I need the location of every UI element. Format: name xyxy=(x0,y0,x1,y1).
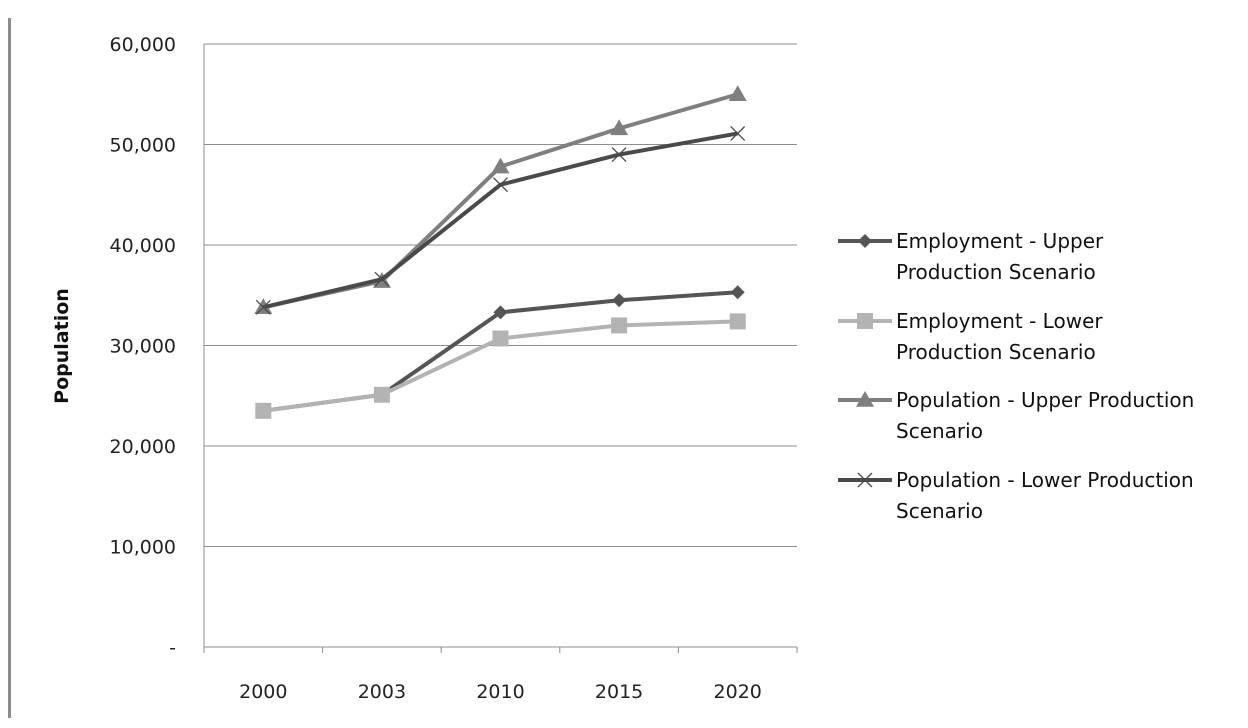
diamond-marker xyxy=(730,285,745,300)
x-marker xyxy=(857,472,873,488)
x-tick-label: 2003 xyxy=(358,681,406,703)
x-marker xyxy=(493,177,508,193)
x-marker-stroke xyxy=(255,299,271,315)
legend-label: Production Scenario xyxy=(896,260,1096,284)
y-tick-label: 10,000 xyxy=(110,537,176,559)
y-tick-labels: - 10,000 20,000 30,000 40,000 50,000 60,000 xyxy=(110,34,176,659)
axes xyxy=(203,44,798,653)
legend-label: Production Scenario xyxy=(896,340,1096,364)
legend-label: Scenario xyxy=(896,499,983,523)
x-marker-stroke xyxy=(730,125,746,141)
x-tick-label: 2000 xyxy=(239,681,287,703)
legend-item: Employment - Lower Production Scenario xyxy=(838,309,1103,364)
legend-label: Employment - Upper xyxy=(896,229,1104,253)
legend-label: Population - Lower Production xyxy=(896,468,1194,492)
square-marker xyxy=(255,402,272,419)
x-marker xyxy=(374,271,390,287)
x-marker xyxy=(255,299,271,315)
square-marker xyxy=(857,313,873,329)
square-marker xyxy=(611,317,628,334)
y-tick-label: - xyxy=(169,637,176,659)
triangle-marker xyxy=(856,391,874,407)
x-marker-stroke xyxy=(611,147,627,163)
triangle-marker xyxy=(728,85,747,101)
diamond-marker xyxy=(493,305,508,320)
gridlines xyxy=(204,43,797,547)
y-tick-label: 30,000 xyxy=(110,336,176,358)
diamond-marker xyxy=(612,293,627,308)
legend-label: Scenario xyxy=(896,419,983,443)
legend-item: Population - Lower Production Scenario xyxy=(838,468,1194,523)
y-tick-label: 40,000 xyxy=(110,235,176,257)
legend-label: Population - Upper Production xyxy=(896,388,1194,412)
x-marker-stroke xyxy=(374,271,390,287)
diamond-marker xyxy=(858,234,872,248)
square-marker xyxy=(729,313,746,330)
y-axis-title: Population xyxy=(51,288,73,404)
triangle-marker xyxy=(610,119,629,136)
triangle-marker xyxy=(491,157,510,174)
series-4 xyxy=(255,125,746,315)
x-tick-label: 2015 xyxy=(595,681,643,703)
legend-label: Employment - Lower xyxy=(896,309,1103,333)
square-marker xyxy=(373,386,390,403)
x-marker-stroke xyxy=(493,177,508,193)
legend-item: Population - Upper Production Scenario xyxy=(838,388,1194,443)
x-tick-label: 2020 xyxy=(714,681,762,703)
x-marker xyxy=(611,147,627,163)
y-tick-label: 20,000 xyxy=(110,436,176,458)
y-tick-label: 60,000 xyxy=(110,34,176,56)
series-3 xyxy=(254,85,747,315)
series-2 xyxy=(255,313,746,419)
left-border-line xyxy=(8,18,11,718)
x-tick-labels: 2000 2003 2010 2015 2020 xyxy=(239,681,762,703)
series-line xyxy=(262,92,739,310)
x-tick-label: 2010 xyxy=(476,681,524,703)
y-tick-label: 50,000 xyxy=(110,135,176,157)
legend-item: Employment - Upper Production Scenario xyxy=(838,229,1104,284)
series-1 xyxy=(256,285,745,418)
series-group xyxy=(254,85,747,419)
square-marker xyxy=(492,330,509,347)
x-marker xyxy=(730,125,746,141)
x-marker-stroke xyxy=(857,472,873,488)
